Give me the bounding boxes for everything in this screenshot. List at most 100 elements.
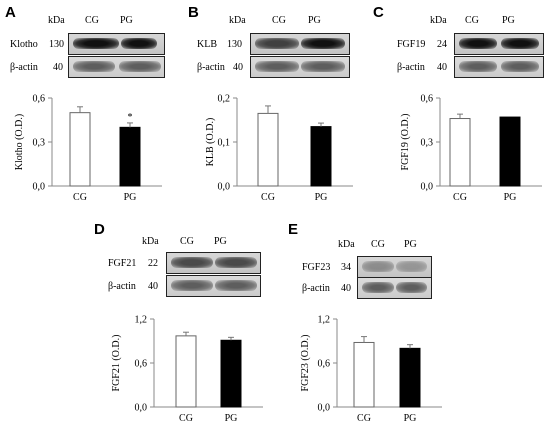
y-tick-label: 0,0 bbox=[33, 182, 46, 193]
y-tick-label: 0,1 bbox=[218, 138, 231, 149]
bar-pg bbox=[499, 116, 521, 187]
y-tick-label: 0,6 bbox=[135, 359, 148, 370]
protein-blot bbox=[357, 256, 432, 278]
x-tick-label: CG bbox=[453, 192, 467, 203]
x-tick-label: CG bbox=[73, 192, 87, 203]
x-tick-label: PG bbox=[504, 192, 517, 203]
band-pg bbox=[121, 38, 157, 49]
group-label-pg: PG bbox=[120, 15, 133, 26]
band-pg bbox=[215, 257, 257, 268]
actin-kda: 40 bbox=[437, 62, 447, 73]
y-tick-label: 0,2 bbox=[218, 94, 231, 105]
band-pg bbox=[501, 38, 539, 49]
band-cg bbox=[255, 38, 299, 49]
y-axis-title: KLB (O.D.) bbox=[205, 118, 216, 167]
actin-kda: 40 bbox=[53, 62, 63, 73]
y-tick-label: 0,0 bbox=[135, 403, 148, 414]
protein-kda: 34 bbox=[341, 262, 351, 273]
group-label-pg: PG bbox=[404, 239, 417, 250]
bar-pg bbox=[220, 339, 242, 408]
protein-blot bbox=[68, 33, 165, 55]
actin-band-cg bbox=[255, 61, 299, 72]
actin-label: β-actin bbox=[108, 281, 136, 292]
actin-blot bbox=[454, 56, 544, 78]
actin-label: β-actin bbox=[197, 62, 225, 73]
y-tick-label: 0,6 bbox=[33, 94, 46, 105]
actin-band-cg bbox=[73, 61, 115, 72]
y-tick-label: 0,3 bbox=[33, 138, 46, 149]
band-cg bbox=[171, 257, 213, 268]
protein-blot bbox=[250, 33, 350, 55]
y-tick-label: 0,6 bbox=[318, 359, 331, 370]
chart-b: 0,0 0,1 0,2 KLB (O.D.) CG PG bbox=[205, 94, 353, 203]
panel-e: E kDa CG PG FGF23 34 β-actin 40 0,0 0,6 1,… bbox=[285, 212, 465, 424]
actin-kda: 40 bbox=[148, 281, 158, 292]
group-label-cg: CG bbox=[371, 239, 385, 250]
band-cg bbox=[73, 38, 119, 49]
protein-label: FGF21 bbox=[108, 258, 137, 269]
panel-letter: B bbox=[188, 4, 199, 21]
actin-label: β-actin bbox=[302, 283, 330, 294]
y-tick-label: 0,6 bbox=[421, 94, 434, 105]
panel-letter: E bbox=[288, 221, 299, 238]
kda-header: kDa bbox=[48, 15, 65, 26]
y-tick-label: 0,0 bbox=[421, 182, 434, 193]
actin-band-cg bbox=[171, 280, 213, 291]
panel-letter: A bbox=[5, 4, 16, 21]
panel-letter: C bbox=[373, 4, 384, 21]
x-tick-label: CG bbox=[357, 413, 371, 424]
protein-blot bbox=[454, 33, 544, 55]
x-tick-label: PG bbox=[225, 413, 238, 424]
y-tick-label: 1,2 bbox=[318, 315, 331, 326]
x-tick-label: PG bbox=[315, 192, 328, 203]
group-label-cg: CG bbox=[180, 236, 194, 247]
protein-blot bbox=[166, 252, 261, 274]
bar-cg bbox=[175, 335, 197, 408]
band-cg bbox=[362, 261, 394, 272]
panel-d: D kDa CG PG FGF21 22 β-actin 40 0,0 0,6 1,… bbox=[90, 212, 280, 424]
x-tick-label: CG bbox=[179, 413, 193, 424]
actin-kda: 40 bbox=[341, 283, 351, 294]
chart-d: 0,0 0,6 1,2 FGF21 (O.D.) CG PG bbox=[111, 315, 263, 424]
kda-header: kDa bbox=[229, 15, 246, 26]
actin-band-pg bbox=[396, 282, 427, 293]
protein-label: FGF23 bbox=[302, 262, 331, 273]
y-tick-label: 0,0 bbox=[318, 403, 331, 414]
panel-letter: D bbox=[94, 221, 105, 238]
actin-kda: 40 bbox=[233, 62, 243, 73]
group-label-cg: CG bbox=[272, 15, 286, 26]
x-tick-label: PG bbox=[124, 192, 137, 203]
group-label-cg: CG bbox=[85, 15, 99, 26]
panel-a: A kDa CG PG Klotho 130 β-actin 40 0,0 0,3… bbox=[0, 0, 185, 212]
actin-blot bbox=[166, 275, 261, 297]
group-label-pg: PG bbox=[214, 236, 227, 247]
bar-pg bbox=[310, 126, 332, 187]
chart-e: 0,0 0,6 1,2 FGF23 (O.D.) CG PG bbox=[300, 315, 442, 424]
actin-label: β-actin bbox=[10, 62, 38, 73]
protein-kda: 130 bbox=[49, 39, 64, 50]
y-tick-label: 0,3 bbox=[421, 138, 434, 149]
protein-kda: 22 bbox=[148, 258, 158, 269]
bar-cg bbox=[257, 112, 279, 187]
actin-band-pg bbox=[119, 61, 161, 72]
actin-band-cg bbox=[459, 61, 497, 72]
actin-blot bbox=[68, 56, 165, 78]
protein-label: Klotho bbox=[10, 39, 38, 50]
band-pg bbox=[301, 38, 345, 49]
x-tick-label: PG bbox=[404, 413, 417, 424]
group-label-pg: PG bbox=[502, 15, 515, 26]
bar-pg bbox=[399, 347, 421, 408]
actin-blot bbox=[250, 56, 350, 78]
y-tick-label: 0,0 bbox=[218, 182, 231, 193]
actin-blot bbox=[357, 277, 432, 299]
x-tick-label: CG bbox=[261, 192, 275, 203]
y-axis-title: Klotho (O.D.) bbox=[14, 114, 25, 170]
group-label-pg: PG bbox=[308, 15, 321, 26]
band-cg bbox=[459, 38, 497, 49]
kda-header: kDa bbox=[142, 236, 159, 247]
panel-c: C kDa CG PG FGF19 24 β-actin 40 0,0 0,3 0,… bbox=[370, 0, 550, 212]
kda-header: kDa bbox=[338, 239, 355, 250]
protein-label: FGF19 bbox=[397, 39, 426, 50]
bar-cg bbox=[353, 341, 375, 408]
actin-band-pg bbox=[215, 280, 257, 291]
